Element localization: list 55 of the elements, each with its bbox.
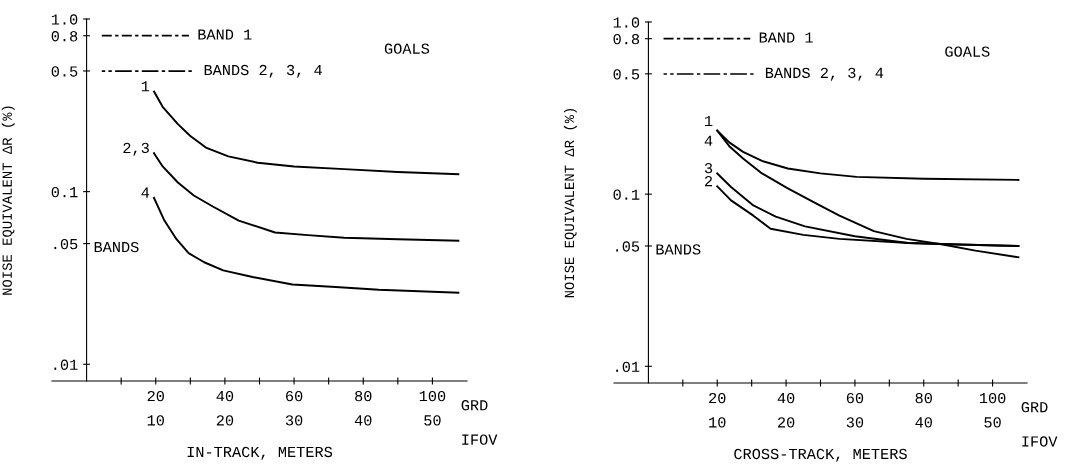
series-label: 4 (141, 187, 150, 198)
y-tick-label: .01 (54, 359, 78, 370)
x2-tick-label: 10 (147, 415, 164, 426)
series-label: 2,3 (123, 142, 149, 156)
x-tick-label: 100 (979, 392, 1006, 404)
x2-tick-label: 40 (354, 415, 372, 426)
x-tick-label: 80 (355, 390, 372, 402)
text: IFOV (1022, 436, 1058, 447)
x2-tick-label: 30 (285, 415, 303, 426)
annotation: BANDS (656, 244, 701, 255)
y-tick-label: .05 (54, 238, 78, 250)
x-tick-label: 40 (216, 390, 234, 402)
annotation: BAND 1 (198, 29, 252, 40)
annotation: BANDS 2, 3, 4 (765, 67, 884, 81)
text: GRD (1021, 402, 1048, 413)
x-tick-label: 20 (147, 390, 164, 402)
y-axis-title: NOISE EQUIVALENT ΔR (%) (563, 108, 577, 298)
y-tick-label: .05 (616, 241, 640, 252)
x2-tick-label: 30 (846, 417, 864, 428)
x2-tick-label: 50 (984, 417, 1001, 428)
y-tick-label: 0.8 (51, 31, 78, 42)
x-axis-title: CROSS-TRACK, METERS (734, 448, 907, 462)
annotation: BANDS (94, 241, 139, 253)
y-tick-label: 1.0 (51, 14, 78, 25)
text: IFOV (462, 434, 498, 445)
annotation: GOALS (384, 43, 430, 54)
y-tick-label: 0.5 (51, 66, 78, 77)
x-axis-title: IN-TRACK, METERS (187, 446, 333, 460)
series-label: 2 (704, 175, 712, 187)
y-tick-label: 0.8 (613, 34, 640, 45)
x-tick-label: 100 (419, 390, 446, 402)
y-tick-label: 0.1 (51, 186, 78, 198)
annotation: GOALS (945, 46, 990, 57)
y-tick-label: 0.5 (613, 69, 640, 80)
series-label: 4 (704, 135, 713, 146)
y-axis-title: NOISE EQUIVALENT ΔR (%) (1, 106, 15, 295)
x-tick-label: 60 (286, 390, 303, 402)
x-tick-label: 60 (846, 392, 864, 404)
series-label: 3 (704, 162, 713, 174)
y-tick-label: .01 (616, 361, 640, 372)
x2-tick-label: 20 (216, 415, 234, 426)
x2-tick-label: 40 (915, 417, 932, 428)
x-tick-label: 40 (777, 392, 795, 404)
x2-tick-label: 10 (709, 417, 726, 428)
y-tick-label: 1.0 (613, 17, 640, 28)
y-tick-label: 0.1 (613, 189, 640, 200)
annotation: BANDS 2, 3, 4 (204, 64, 322, 78)
annotation: BAND 1 (759, 32, 813, 43)
x-tick-label: 80 (915, 392, 932, 404)
series-label: 1 (705, 115, 713, 127)
series-label: 1 (141, 81, 150, 92)
x-tick-label: 20 (709, 392, 726, 404)
x2-tick-label: 50 (424, 415, 441, 426)
x2-tick-label: 20 (777, 417, 795, 428)
text: GRD (461, 400, 488, 411)
